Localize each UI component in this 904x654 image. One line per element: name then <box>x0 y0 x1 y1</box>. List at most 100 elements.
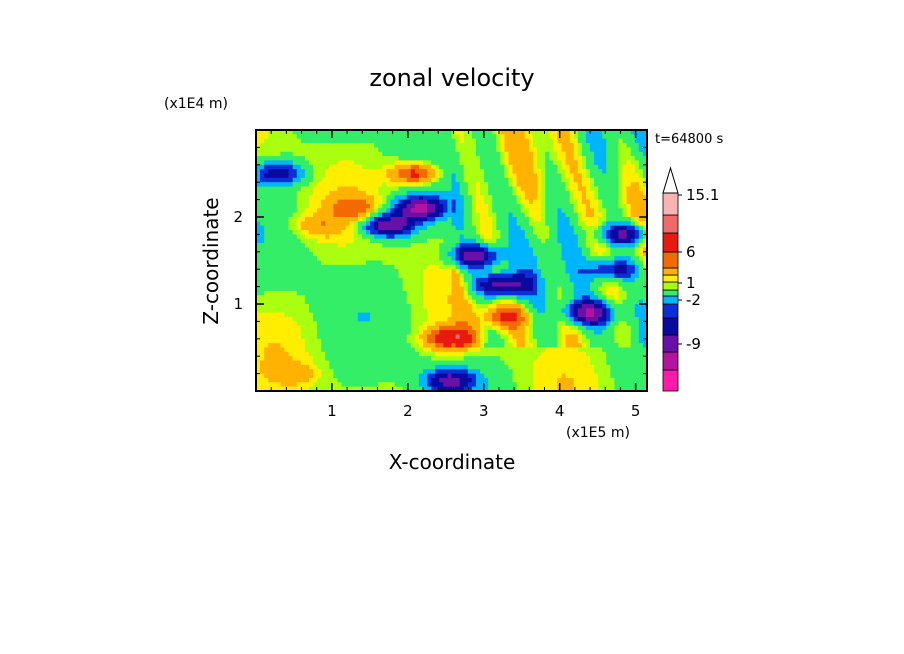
field-cell <box>585 304 591 309</box>
field-cell <box>414 256 420 262</box>
field-cell <box>329 173 334 179</box>
field-cell <box>296 256 302 262</box>
field-cell <box>598 290 603 296</box>
field-cell <box>447 243 453 249</box>
field-cell <box>618 243 624 249</box>
field-cell <box>427 190 432 196</box>
field-cell <box>606 199 611 205</box>
field-cell <box>541 212 546 218</box>
field-cell <box>418 312 424 318</box>
field-cell <box>431 169 436 175</box>
field-cell <box>471 256 477 262</box>
field-cell <box>370 134 375 140</box>
field-cell <box>317 325 322 331</box>
field-cell <box>386 343 391 349</box>
field-cell <box>614 295 620 301</box>
field-cell <box>549 130 554 135</box>
field-cell <box>296 282 302 288</box>
field-cell <box>528 173 534 179</box>
field-cell <box>422 186 428 192</box>
field-cell <box>382 247 387 253</box>
field-cell <box>443 256 449 262</box>
field-cell <box>435 230 440 235</box>
field-cell <box>561 321 567 327</box>
field-cell <box>455 282 461 288</box>
field-cell <box>431 260 436 266</box>
field-cell <box>455 177 461 183</box>
field-cell <box>484 203 489 209</box>
field-cell <box>398 138 404 144</box>
field-cell <box>610 247 616 253</box>
field-cell <box>406 277 412 283</box>
field-cell <box>561 295 567 301</box>
field-cell <box>398 208 404 214</box>
field-cell <box>602 334 607 340</box>
field-cell <box>284 243 290 249</box>
field-cell <box>349 299 355 305</box>
field-cell <box>317 173 322 179</box>
field-cell <box>496 256 501 262</box>
field-cell <box>500 186 506 192</box>
field-cell <box>406 243 412 249</box>
field-cell <box>382 312 387 318</box>
field-cell <box>272 160 277 166</box>
field-cell <box>532 221 538 227</box>
field-cell <box>622 234 628 240</box>
field-cell <box>325 203 330 209</box>
field-cell <box>577 273 583 279</box>
field-cell <box>288 325 294 331</box>
field-cell <box>545 225 550 231</box>
field-cell <box>431 330 436 336</box>
field-cell <box>630 186 636 192</box>
field-cell <box>496 138 501 144</box>
field-cell <box>374 282 379 288</box>
field-cell <box>345 160 351 166</box>
field-cell <box>296 160 302 166</box>
field-cell <box>549 299 554 305</box>
field-cell <box>406 321 412 327</box>
field-cell <box>581 286 587 292</box>
field-cell <box>439 190 444 196</box>
field-cell <box>606 334 611 340</box>
field-cell <box>594 208 599 214</box>
field-cell <box>292 343 298 349</box>
field-cell <box>341 217 347 222</box>
field-cell <box>634 282 640 288</box>
field-cell <box>634 321 640 327</box>
field-cell <box>329 286 334 292</box>
field-cell <box>272 186 277 192</box>
field-cell <box>406 134 412 140</box>
field-cell <box>471 160 477 166</box>
field-cell <box>300 177 306 183</box>
field-cell <box>321 130 326 135</box>
field-cell <box>325 347 330 353</box>
field-cell <box>370 230 375 235</box>
field-cell <box>353 238 359 244</box>
field-cell <box>313 238 318 244</box>
field-cell <box>321 134 326 140</box>
field-cell <box>308 321 314 327</box>
field-cell <box>598 277 603 283</box>
field-cell <box>569 130 575 135</box>
field-cell <box>471 234 477 240</box>
field-cell <box>390 195 396 201</box>
field-cell <box>329 160 334 166</box>
field-cell <box>300 195 306 201</box>
field-cell <box>557 264 563 270</box>
field-cell <box>382 290 387 296</box>
field-cell <box>313 277 318 283</box>
field-cell <box>431 282 436 288</box>
field-cell <box>532 243 538 249</box>
field-cell <box>524 156 530 162</box>
field-cell <box>532 130 538 135</box>
field-cell <box>545 251 550 257</box>
field-cell <box>577 308 583 314</box>
field-cell <box>508 156 514 162</box>
field-cell <box>622 212 628 218</box>
field-cell <box>484 338 489 344</box>
field-cell <box>337 282 343 288</box>
field-cell <box>545 347 550 353</box>
field-cell <box>504 334 510 340</box>
field-cell <box>345 273 351 279</box>
field-cell <box>500 343 506 349</box>
